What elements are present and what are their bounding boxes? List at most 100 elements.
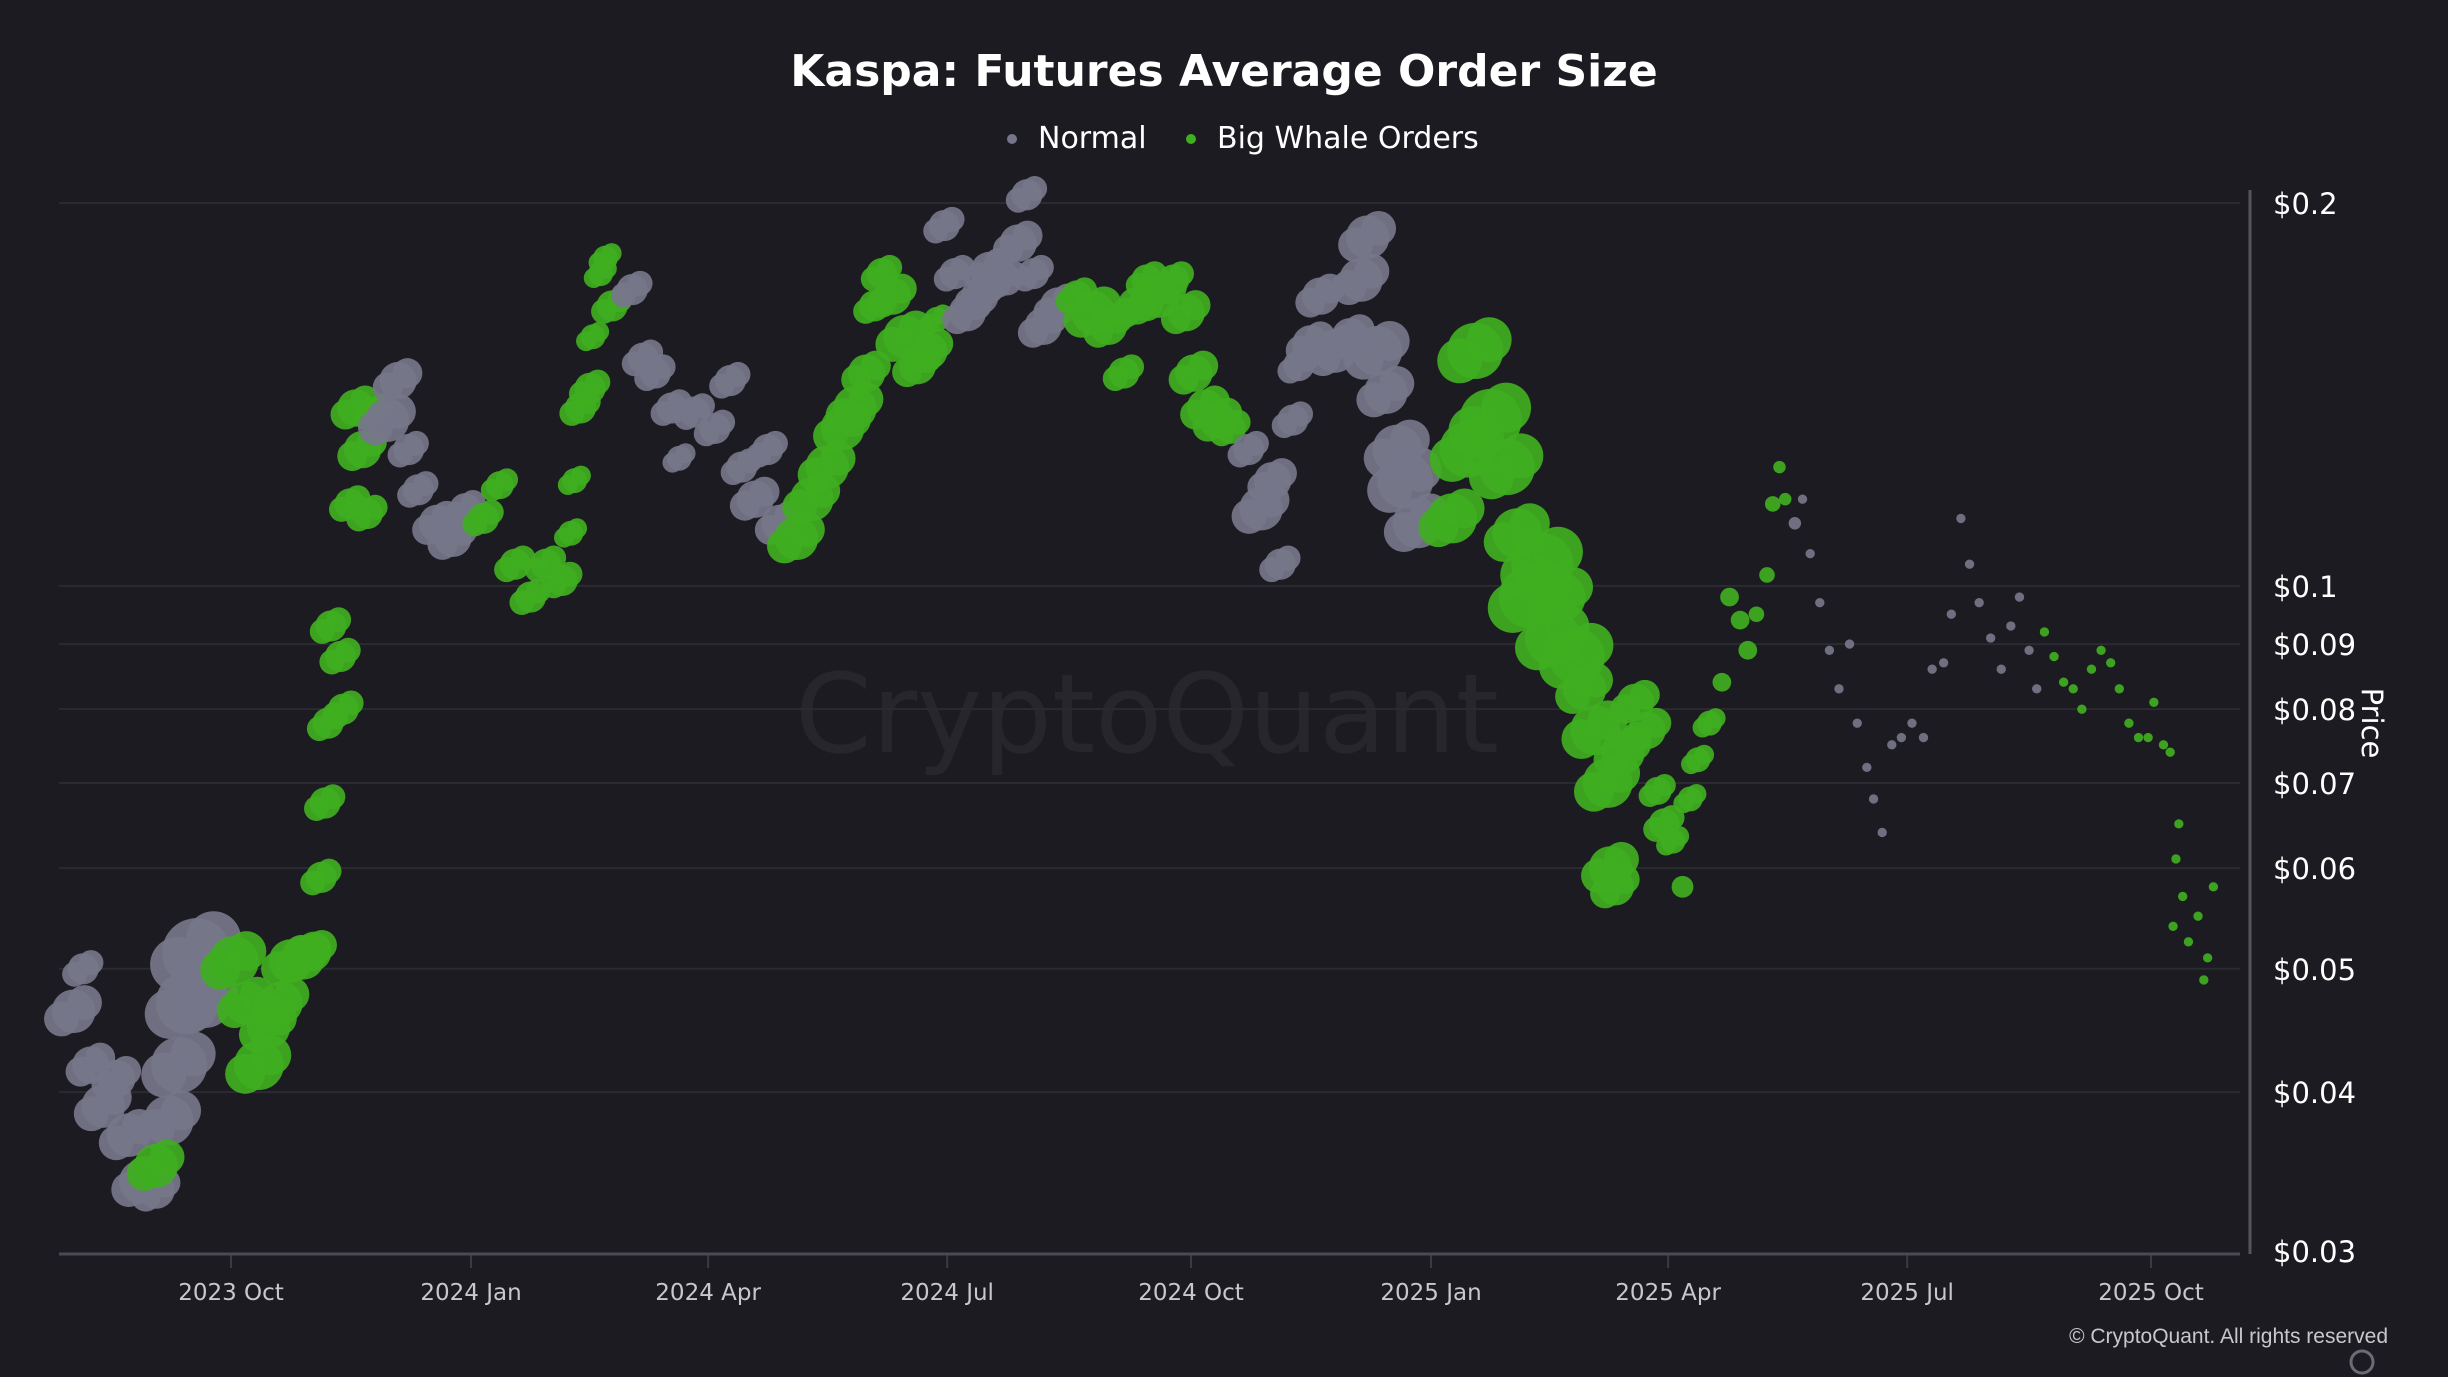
data-point-whale <box>2174 819 2184 829</box>
data-point-normal <box>1361 210 1397 246</box>
data-point-whale <box>923 328 954 359</box>
data-point-normal <box>2014 592 2025 602</box>
data-point-normal <box>1805 549 1815 559</box>
data-point-whale <box>1779 492 1792 506</box>
data-point-whale <box>1609 864 1640 895</box>
data-point-whale <box>478 499 504 525</box>
data-point-whale <box>1730 610 1750 630</box>
data-point-whale <box>1705 708 1726 729</box>
data-point-normal <box>1852 718 1862 728</box>
data-point-whale <box>1669 826 1690 847</box>
data-point-whale <box>2149 697 2159 707</box>
data-point-whale <box>1641 707 1672 738</box>
data-point-normal <box>725 361 751 387</box>
data-point-whale <box>567 518 588 539</box>
data-point-whale <box>320 784 346 810</box>
data-point-whale <box>557 561 583 587</box>
data-point-normal <box>650 354 676 380</box>
data-point-whale <box>2143 732 2153 743</box>
data-point-normal <box>1012 220 1043 251</box>
x-axis: 2023 Oct 2024 Jan 2024 Apr 2024 Jul 2024 Oct… <box>178 1254 2204 1306</box>
y-axis-label: Price <box>2355 688 2389 759</box>
data-point-normal <box>1868 794 1879 804</box>
data-point-whale <box>2058 677 2069 687</box>
data-point-normal <box>392 358 423 389</box>
data-point-whale <box>2168 921 2178 931</box>
data-point-normal <box>1887 740 1897 750</box>
data-point-whale <box>2114 684 2125 694</box>
data-point-normal <box>1788 517 1802 530</box>
data-point-whale <box>2165 747 2175 757</box>
data-point-whale <box>1578 662 1613 698</box>
data-point-normal <box>749 476 780 507</box>
legend: Normal Big Whale Orders <box>1007 121 1479 156</box>
data-point-whale <box>2106 658 2116 668</box>
x-tick-label: 2025 Jan <box>1380 1280 1481 1306</box>
data-point-normal <box>111 1055 142 1086</box>
data-point-normal <box>690 393 715 419</box>
data-point-normal <box>170 1031 216 1077</box>
site-logo <box>2349 1349 2375 1375</box>
data-point-whale <box>1498 433 1544 479</box>
data-point-normal <box>1907 718 1917 728</box>
data-point-normal <box>1896 732 1907 743</box>
data-point-whale <box>541 545 567 571</box>
x-tick-label: 2025 Jul <box>1860 1280 1954 1306</box>
data-point-whale <box>2199 975 2209 985</box>
x-tick-label: 2024 Apr <box>655 1280 761 1306</box>
data-point-normal <box>1797 494 1808 504</box>
data-point-whale <box>601 243 622 264</box>
data-point-whale <box>2049 651 2059 662</box>
data-point-normal <box>1862 762 1872 773</box>
data-point-whale <box>2202 953 2213 963</box>
legend-item-whale[interactable]: Big Whale Orders <box>1186 121 1479 156</box>
data-point-normal <box>1834 684 1844 694</box>
watermark: CryptoQuant <box>795 650 1499 778</box>
data-point-whale <box>2124 718 2134 728</box>
data-point-whale <box>1671 875 1694 898</box>
data-point-whale <box>149 1139 185 1175</box>
data-point-whale <box>585 369 611 395</box>
x-tick-label: 2023 Oct <box>178 1280 284 1306</box>
data-point-normal <box>1964 559 1975 569</box>
data-point-whale <box>886 273 917 304</box>
data-point-whale <box>2208 882 2219 892</box>
data-point-whale <box>589 321 610 342</box>
data-point-normal <box>413 471 439 497</box>
data-point-normal <box>1938 658 1949 668</box>
y-tick-label: $0.09 <box>2273 628 2356 662</box>
data-point-whale <box>1444 488 1485 529</box>
data-point-whale <box>226 931 267 972</box>
data-point-whale <box>306 930 337 960</box>
data-point-whale <box>338 690 364 716</box>
data-point-whale <box>1225 409 1251 435</box>
data-point-normal <box>67 985 102 1021</box>
data-point-normal <box>380 393 416 429</box>
x-tick-label: 2024 Oct <box>1138 1280 1244 1306</box>
site-logo-icon <box>2349 1349 2375 1375</box>
data-point-whale <box>877 254 903 280</box>
data-point-whale <box>2039 627 2050 637</box>
data-point-whale <box>1773 460 1786 474</box>
data-point-normal <box>675 443 696 464</box>
data-point-normal <box>1243 430 1269 456</box>
data-point-normal <box>1266 458 1297 489</box>
data-point-normal <box>1918 732 1929 743</box>
data-point-normal <box>1288 401 1314 427</box>
y-tick-label: $0.2 <box>2273 187 2338 221</box>
data-point-whale <box>1180 290 1211 321</box>
data-point-whale <box>2086 664 2097 674</box>
data-point-whale <box>326 607 352 633</box>
x-tick-label: 2024 Jul <box>900 1280 994 1306</box>
data-point-whale <box>1720 587 1739 607</box>
data-point-whale <box>1686 783 1707 804</box>
y-tick-label: $0.04 <box>2273 1076 2356 1110</box>
legend-marker-whale <box>1186 134 1196 144</box>
data-point-normal <box>1824 645 1835 655</box>
legend-item-normal[interactable]: Normal <box>1007 121 1147 156</box>
data-point-normal <box>2032 684 2042 694</box>
data-point-whale <box>1533 526 1583 577</box>
copyright-text: © CryptoQuant. All rights reserved <box>2069 1325 2388 1348</box>
legend-label-whale: Big Whale Orders <box>1217 121 1479 156</box>
